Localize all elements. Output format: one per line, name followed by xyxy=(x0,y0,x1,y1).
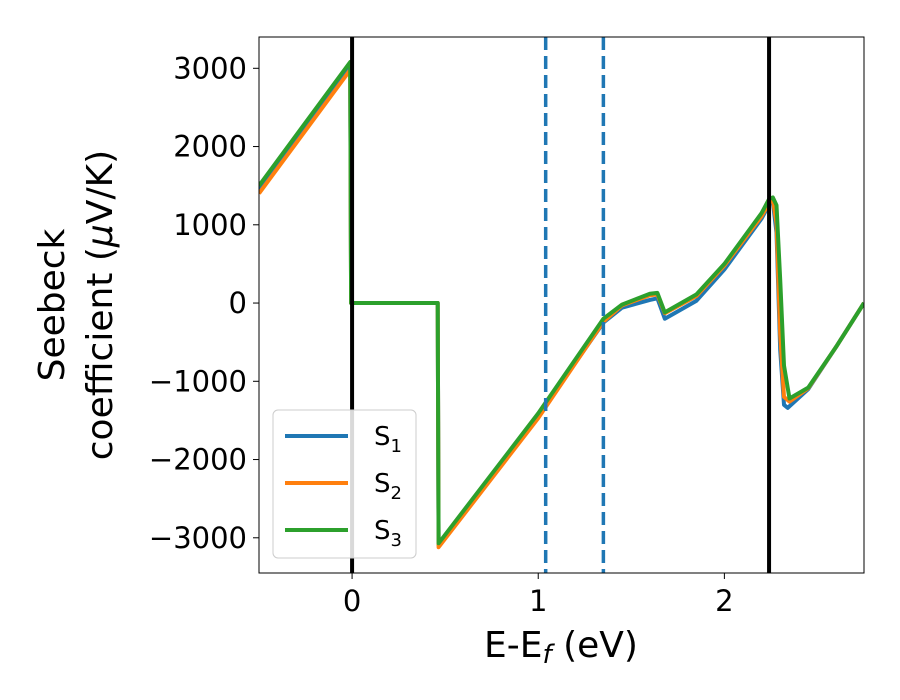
x-axis-title-suffix: (eV) xyxy=(552,625,638,666)
y-axis-title-line1: Seebeck xyxy=(32,228,73,381)
y-axis-title-line2-prefix: coefficient ( xyxy=(80,247,121,460)
plot-frame xyxy=(258,36,865,574)
x-axis-title: E-Ef (eV) xyxy=(484,625,638,670)
y-axis: 3000 2000 1000 0 −1000 −2000 −3000 xyxy=(149,51,259,555)
y-tick-label: 2000 xyxy=(173,130,247,164)
x-tick-label: 0 xyxy=(343,584,361,618)
x-axis-title-main: E-E xyxy=(484,625,542,666)
y-tick-label: −3000 xyxy=(149,521,247,555)
y-tick-label: 1000 xyxy=(173,208,247,242)
x-axis: 0 1 2 xyxy=(343,573,734,618)
y-axis-title-mu: μ xyxy=(80,224,121,248)
legend-label-2: S2 xyxy=(374,469,402,504)
legend-label-1: S1 xyxy=(374,422,402,457)
y-axis-title-line2: coefficient (μV/K) xyxy=(80,150,121,460)
legend: S1 S2 S3 xyxy=(272,409,417,559)
y-axis-title: Seebeck coefficient (μV/K) xyxy=(32,150,121,460)
y-tick-label: −1000 xyxy=(149,364,247,398)
y-axis-title-line2-suffix: V/K) xyxy=(80,150,121,224)
y-tick-label: 3000 xyxy=(173,51,247,85)
y-tick-label: −2000 xyxy=(149,443,247,477)
x-tick-label: 1 xyxy=(529,584,547,618)
legend-label-3: S3 xyxy=(374,516,402,551)
y-tick-label: 0 xyxy=(229,286,247,320)
x-tick-label: 2 xyxy=(715,584,733,618)
series-line-3 xyxy=(259,60,864,546)
series-layer xyxy=(259,60,864,550)
